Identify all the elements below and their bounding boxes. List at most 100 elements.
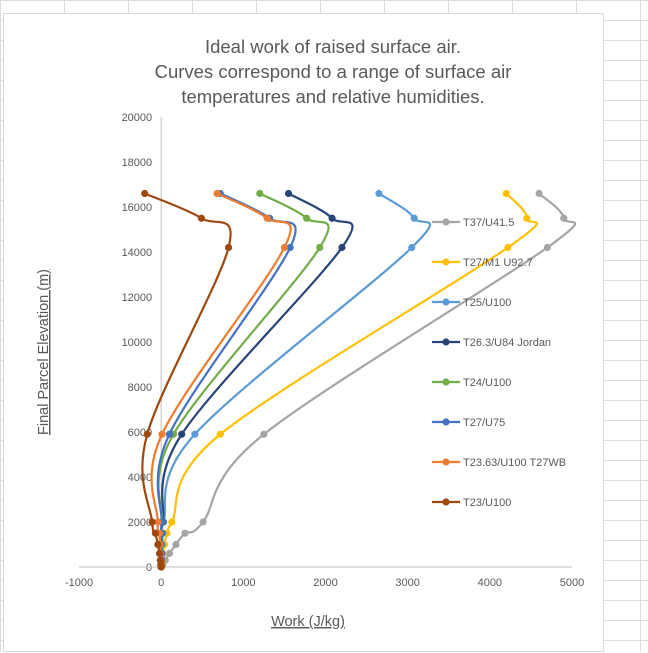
legend-label: T26.3/U84 Jordan: [463, 337, 551, 349]
data-point: [199, 518, 207, 526]
data-point: [178, 430, 186, 438]
y-tick-label: 12000: [122, 292, 153, 304]
data-point: [560, 214, 568, 222]
data-point: [213, 189, 221, 198]
legend-item: T25/U100: [432, 297, 511, 309]
y-tick-label: 16000: [122, 202, 153, 214]
data-point: [151, 529, 160, 537]
x-tick-label: 3000: [395, 577, 419, 589]
data-point: [375, 189, 383, 198]
y-tick-label: 4000: [128, 472, 152, 484]
legend-label: T23/U100: [463, 497, 511, 509]
data-point: [165, 549, 173, 558]
legend-item: T23/U100: [432, 497, 511, 509]
legend-label: T37/U41.5: [463, 217, 514, 229]
data-point: [154, 518, 162, 526]
data-point: [155, 549, 164, 558]
x-tick-label: 1000: [231, 577, 255, 589]
data-point: [148, 518, 156, 526]
series-line: [157, 192, 330, 567]
data-point: [263, 214, 271, 222]
data-point: [216, 430, 224, 438]
data-point: [256, 189, 264, 198]
data-point: [181, 529, 189, 537]
data-point: [143, 430, 151, 438]
data-point: [172, 540, 180, 549]
data-point: [408, 243, 416, 252]
y-tick-label: 2000: [128, 517, 152, 529]
x-axis-title: Work (J/kg): [271, 614, 345, 630]
chart-title-line-1: Ideal work of raised surface air.: [205, 36, 461, 57]
y-tick-label: 0: [146, 562, 152, 574]
series-line: [150, 192, 292, 568]
data-point: [197, 214, 206, 222]
x-tick-label: 4000: [478, 577, 502, 589]
legend-swatch-marker: [442, 378, 450, 386]
data-point: [165, 430, 173, 438]
y-tick-label: 14000: [122, 247, 153, 259]
series: [157, 189, 330, 571]
data-point: [502, 189, 510, 198]
legend-item: T27/U75: [432, 417, 505, 429]
x-tick-label: 0: [158, 577, 164, 589]
y-axis-title: Final Parcel Elevation (m): [36, 269, 52, 435]
data-point: [338, 243, 346, 252]
data-point: [410, 214, 418, 222]
data-point: [535, 189, 543, 198]
data-point: [156, 556, 164, 564]
x-tick-label: 5000: [560, 577, 584, 589]
data-point: [504, 243, 512, 252]
series: [157, 189, 577, 571]
y-tick-label: 8000: [128, 382, 152, 394]
legend-swatch-marker: [442, 498, 450, 506]
series-group: [141, 189, 577, 571]
legend-label: T27/U75: [463, 417, 505, 429]
data-point: [543, 243, 551, 252]
data-point: [260, 430, 268, 438]
line-chart: Ideal work of raised surface air. Curves…: [36, 36, 584, 630]
chart-title-line-3: temperatures and relative humidities.: [181, 86, 484, 107]
series: [141, 189, 233, 571]
legend-swatch-marker: [442, 458, 450, 466]
legend-label: T25/U100: [463, 297, 511, 309]
legend: T37/U41.5 T27/M1 U92.7 T25/U100 T26.3/U84 J…: [432, 217, 566, 509]
legend-swatch-marker: [442, 218, 450, 226]
y-tick-label: 18000: [122, 157, 153, 169]
x-tick-label: 2000: [313, 577, 337, 589]
chart-area[interactable]: Ideal work of raised surface air. Curves…: [3, 13, 604, 652]
legend-label: T23.63/U100 T27WB: [463, 457, 566, 469]
legend-swatch-marker: [442, 338, 450, 346]
legend-item: T37/U41.5: [432, 217, 514, 229]
data-point: [191, 430, 199, 438]
data-point: [168, 518, 176, 526]
legend-item: T23.63/U100 T27WB: [432, 457, 566, 469]
data-point: [284, 189, 293, 198]
x-tick-label: -1000: [65, 577, 93, 589]
legend-item: T26.3/U84 Jordan: [432, 337, 551, 349]
legend-item: T24/U100: [432, 377, 511, 389]
data-point: [280, 243, 289, 252]
x-axis-ticks: -1000 0 1000 2000 3000 4000 5000: [65, 577, 584, 589]
data-point: [303, 214, 311, 222]
series: [150, 189, 292, 571]
legend-swatch-marker: [442, 418, 450, 426]
chart-title: Ideal work of raised surface air. Curves…: [155, 36, 512, 107]
series-line: [160, 192, 577, 568]
chart-title-line-2: Curves correspond to a range of surface …: [155, 61, 512, 82]
series: [157, 189, 432, 571]
data-point: [141, 189, 149, 198]
data-point: [154, 540, 162, 549]
data-point: [523, 214, 531, 222]
y-tick-label: 20000: [122, 112, 153, 124]
legend-label: T24/U100: [463, 377, 511, 389]
data-point: [158, 430, 166, 438]
legend-label: T27/M1 U92.7: [463, 257, 533, 269]
data-point: [316, 243, 324, 252]
data-point: [286, 243, 294, 252]
data-point: [328, 214, 336, 222]
data-point: [224, 243, 233, 252]
y-tick-label: 10000: [122, 337, 153, 349]
legend-swatch-marker: [442, 298, 450, 306]
legend-item: T27/M1 U92.7: [432, 257, 533, 269]
series-line: [160, 192, 354, 568]
